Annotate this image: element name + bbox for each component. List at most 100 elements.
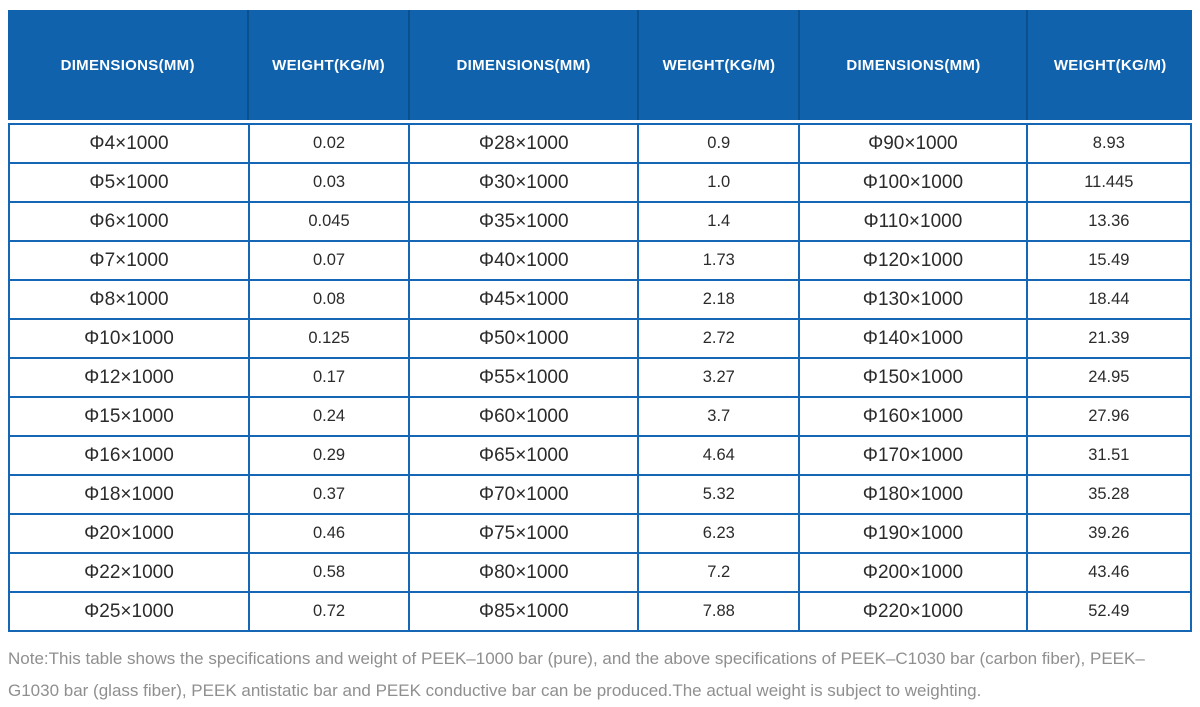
spec-table-header: DIMENSIONS(MM) WEIGHT(KG/M) DIMENSIONS(M… xyxy=(8,10,1192,120)
dimension-cell: Φ55×1000 xyxy=(408,357,640,398)
dimension-cell: Φ6×1000 xyxy=(8,201,250,242)
table-row: Φ20×1000 0.46 Φ75×1000 6.23 Φ190×1000 39.26 xyxy=(8,513,1193,554)
dimension-cell: Φ60×1000 xyxy=(408,396,640,437)
weight-cell: 0.72 xyxy=(247,591,411,632)
weight-cell: 8.93 xyxy=(1025,123,1193,164)
dimension-cell: Φ80×1000 xyxy=(408,552,640,593)
dimension-cell: Φ50×1000 xyxy=(408,318,640,359)
dimension-cell: Φ4×1000 xyxy=(8,123,250,164)
weight-cell: 31.51 xyxy=(1025,435,1193,476)
weight-cell: 35.28 xyxy=(1025,474,1193,515)
table-row: Φ5×1000 0.03 Φ30×1000 1.0 Φ100×1000 11.445 xyxy=(8,162,1193,203)
dimension-cell: Φ20×1000 xyxy=(8,513,250,554)
weight-cell: 3.27 xyxy=(637,357,801,398)
dimension-cell: Φ8×1000 xyxy=(8,279,250,320)
weight-cell: 21.39 xyxy=(1025,318,1193,359)
weight-cell: 7.2 xyxy=(637,552,801,593)
dimension-cell: Φ90×1000 xyxy=(798,123,1028,164)
weight-cell: 13.36 xyxy=(1025,201,1193,242)
weight-cell: 18.44 xyxy=(1025,279,1193,320)
weight-cell: 0.07 xyxy=(247,240,411,281)
weight-cell: 0.37 xyxy=(247,474,411,515)
dimension-cell: Φ15×1000 xyxy=(8,396,250,437)
weight-cell: 0.29 xyxy=(247,435,411,476)
weight-cell: 0.02 xyxy=(247,123,411,164)
table-row: Φ7×1000 0.07 Φ40×1000 1.73 Φ120×1000 15.49 xyxy=(8,240,1193,281)
table-row: Φ18×1000 0.37 Φ70×1000 5.32 Φ180×1000 35.28 xyxy=(8,474,1193,515)
dimension-cell: Φ160×1000 xyxy=(798,396,1028,437)
weight-cell: 1.4 xyxy=(637,201,801,242)
weight-cell: 4.64 xyxy=(637,435,801,476)
dimension-cell: Φ200×1000 xyxy=(798,552,1028,593)
weight-cell: 0.045 xyxy=(247,201,411,242)
weight-cell: 0.58 xyxy=(247,552,411,593)
dimension-cell: Φ12×1000 xyxy=(8,357,250,398)
weight-cell: 7.88 xyxy=(637,591,801,632)
dimension-cell: Φ65×1000 xyxy=(408,435,640,476)
dimension-cell: Φ130×1000 xyxy=(798,279,1028,320)
weight-cell: 0.9 xyxy=(637,123,801,164)
dimension-cell: Φ7×1000 xyxy=(8,240,250,281)
weight-cell: 0.24 xyxy=(247,396,411,437)
weight-cell: 24.95 xyxy=(1025,357,1193,398)
dimension-cell: Φ45×1000 xyxy=(408,279,640,320)
weight-cell: 0.125 xyxy=(247,318,411,359)
table-row: Φ16×1000 0.29 Φ65×1000 4.64 Φ170×1000 31.51 xyxy=(8,435,1193,476)
dimension-cell: Φ150×1000 xyxy=(798,357,1028,398)
weight-cell: 39.26 xyxy=(1025,513,1193,554)
weight-cell: 15.49 xyxy=(1025,240,1193,281)
column-header-dimensions-1: DIMENSIONS(MM) xyxy=(8,10,249,120)
spec-table-body: Φ4×1000 0.02 Φ28×1000 0.9 Φ90×1000 8.93 Φ5×100… xyxy=(8,123,1193,632)
weight-cell: 3.7 xyxy=(637,396,801,437)
table-row: Φ4×1000 0.02 Φ28×1000 0.9 Φ90×1000 8.93 xyxy=(8,123,1193,164)
dimension-cell: Φ70×1000 xyxy=(408,474,640,515)
dimension-cell: Φ35×1000 xyxy=(408,201,640,242)
column-header-weight-3: WEIGHT(KG/M) xyxy=(1026,10,1192,120)
dimension-cell: Φ16×1000 xyxy=(8,435,250,476)
weight-cell: 11.445 xyxy=(1025,162,1193,203)
dimension-cell: Φ220×1000 xyxy=(798,591,1028,632)
dimension-cell: Φ180×1000 xyxy=(798,474,1028,515)
dimension-cell: Φ110×1000 xyxy=(798,201,1028,242)
dimension-cell: Φ85×1000 xyxy=(408,591,640,632)
column-header-dimensions-2: DIMENSIONS(MM) xyxy=(407,10,639,120)
table-row: Φ15×1000 0.24 Φ60×1000 3.7 Φ160×1000 27.96 xyxy=(8,396,1193,437)
dimension-cell: Φ5×1000 xyxy=(8,162,250,203)
dimension-cell: Φ25×1000 xyxy=(8,591,250,632)
dimension-cell: Φ40×1000 xyxy=(408,240,640,281)
weight-cell: 1.0 xyxy=(637,162,801,203)
dimension-cell: Φ140×1000 xyxy=(798,318,1028,359)
dimension-cell: Φ120×1000 xyxy=(798,240,1028,281)
table-row: Φ22×1000 0.58 Φ80×1000 7.2 Φ200×1000 43.46 xyxy=(8,552,1193,593)
table-row: Φ8×1000 0.08 Φ45×1000 2.18 Φ130×1000 18.44 xyxy=(8,279,1193,320)
weight-cell: 0.03 xyxy=(247,162,411,203)
dimension-cell: Φ170×1000 xyxy=(798,435,1028,476)
header-row: DIMENSIONS(MM) WEIGHT(KG/M) DIMENSIONS(M… xyxy=(8,10,1192,120)
weight-cell: 0.46 xyxy=(247,513,411,554)
table-row: Φ12×1000 0.17 Φ55×1000 3.27 Φ150×1000 24.95 xyxy=(8,357,1193,398)
weight-cell: 2.72 xyxy=(637,318,801,359)
dimension-cell: Φ190×1000 xyxy=(798,513,1028,554)
column-header-weight-1: WEIGHT(KG/M) xyxy=(247,10,409,120)
dimension-cell: Φ22×1000 xyxy=(8,552,250,593)
weight-cell: 0.08 xyxy=(247,279,411,320)
dimension-cell: Φ18×1000 xyxy=(8,474,250,515)
weight-cell: 6.23 xyxy=(637,513,801,554)
dimension-cell: Φ75×1000 xyxy=(408,513,640,554)
weight-cell: 5.32 xyxy=(637,474,801,515)
table-row: Φ25×1000 0.72 Φ85×1000 7.88 Φ220×1000 52.49 xyxy=(8,591,1193,632)
weight-cell: 43.46 xyxy=(1025,552,1193,593)
weight-cell: 0.17 xyxy=(247,357,411,398)
column-header-dimensions-3: DIMENSIONS(MM) xyxy=(798,10,1028,120)
dimension-cell: Φ28×1000 xyxy=(408,123,640,164)
weight-cell: 52.49 xyxy=(1025,591,1193,632)
dimension-cell: Φ100×1000 xyxy=(798,162,1028,203)
dimension-cell: Φ30×1000 xyxy=(408,162,640,203)
table-row: Φ10×1000 0.125 Φ50×1000 2.72 Φ140×1000 21.39 xyxy=(8,318,1193,359)
weight-cell: 2.18 xyxy=(637,279,801,320)
table-row: Φ6×1000 0.045 Φ35×1000 1.4 Φ110×1000 13.36 xyxy=(8,201,1193,242)
dimension-cell: Φ10×1000 xyxy=(8,318,250,359)
column-header-weight-2: WEIGHT(KG/M) xyxy=(637,10,800,120)
weight-cell: 1.73 xyxy=(637,240,801,281)
footnote: Note:This table shows the specifications… xyxy=(8,649,1145,700)
